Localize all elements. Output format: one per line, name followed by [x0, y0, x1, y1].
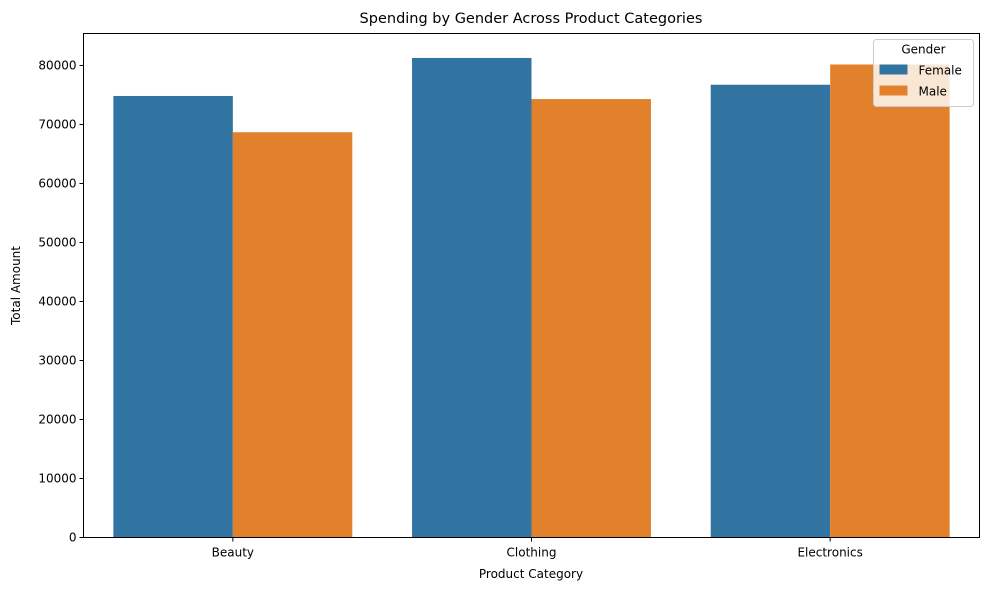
y-tick-label: 20000 — [38, 412, 76, 426]
bar-male-beauty — [232, 132, 353, 538]
bar-female-electronics — [710, 84, 831, 538]
y-axis-label: Total Amount — [9, 246, 23, 326]
y-axis-ticks: 0 10000 20000 30000 40000 50000 60000 70000 8000… — [38, 58, 84, 545]
legend-label-female: Female — [919, 64, 962, 78]
x-axis-label: Product Category — [479, 567, 583, 581]
y-tick-label: 30000 — [38, 353, 76, 367]
y-tick-label: 50000 — [38, 235, 76, 249]
bars-group — [113, 57, 950, 538]
y-tick-label: 60000 — [38, 176, 76, 190]
bar-female-beauty — [113, 95, 233, 538]
y-tick-label: 80000 — [38, 58, 76, 72]
y-tick-label: 70000 — [38, 117, 76, 131]
legend: Gender Female Male — [873, 39, 974, 107]
y-tick-label: 40000 — [38, 294, 76, 308]
y-tick-label: 10000 — [38, 471, 76, 485]
legend-swatch-female — [879, 64, 908, 75]
bar-female-clothing — [412, 57, 532, 538]
bar-male-electronics — [830, 64, 950, 538]
chart-title: Spending by Gender Across Product Catego… — [360, 11, 703, 27]
x-tick-label-clothing: Clothing — [507, 546, 557, 560]
x-tick-label-beauty: Beauty — [212, 546, 254, 560]
legend-label-male: Male — [919, 85, 947, 99]
legend-swatch-male — [879, 85, 908, 96]
legend-title: Gender — [901, 43, 945, 57]
y-tick-label: 0 — [69, 531, 77, 545]
bar-male-clothing — [531, 99, 651, 538]
x-tick-label-electronics: Electronics — [797, 546, 862, 560]
plot-frame — [83, 33, 980, 538]
x-axis-ticks: Beauty Clothing Electronics — [212, 537, 863, 560]
